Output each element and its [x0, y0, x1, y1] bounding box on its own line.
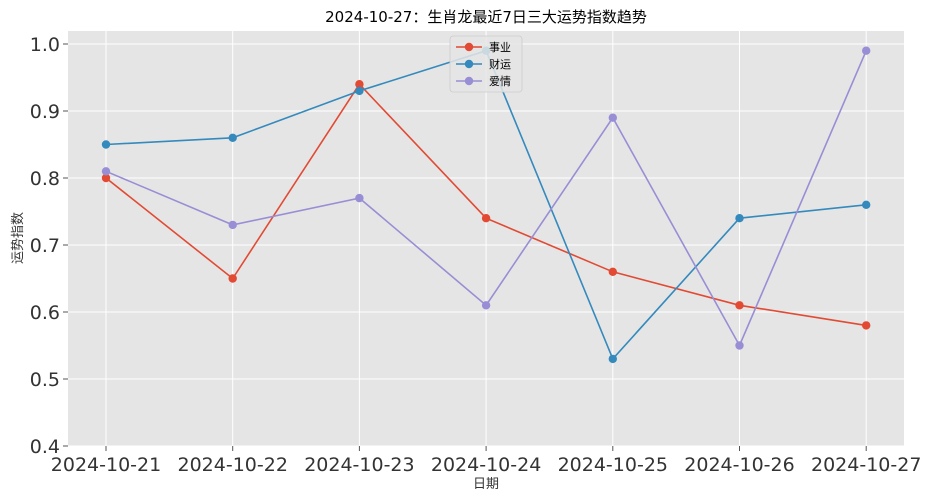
y-tick-label: 0.8: [30, 168, 60, 190]
data-point: [228, 133, 237, 142]
data-point: [735, 301, 744, 310]
legend-label: 爱情: [489, 75, 511, 88]
y-tick-label: 1.0: [30, 34, 60, 56]
y-tick-label: 0.5: [30, 369, 60, 391]
data-point: [735, 214, 744, 223]
legend-marker: [464, 42, 474, 52]
data-point: [608, 354, 617, 364]
x-tick-label: 2024-10-25: [558, 454, 668, 476]
ticks: 0.4 0.5 0.6 0.7 0.8 0.9 1.0 2024-10-21 2024-10-2…: [30, 34, 922, 476]
data-point: [608, 267, 617, 276]
series-爱情: [101, 46, 871, 350]
data-point: [355, 193, 364, 203]
y-tick-label: 0.6: [30, 302, 60, 324]
data-point: [735, 341, 744, 350]
data-point: [862, 46, 871, 55]
grid: [68, 31, 904, 447]
data-point: [481, 214, 491, 223]
legend-marker: [464, 76, 474, 86]
data-point: [355, 80, 364, 89]
y-tick-label: 0.4: [30, 436, 60, 458]
x-axis-label: 日期: [473, 477, 499, 492]
series-事业: [101, 80, 871, 330]
x-tick-label: 2024-10-26: [684, 454, 794, 476]
data-point: [355, 86, 364, 96]
legend-label: 财运: [489, 57, 511, 71]
chart-title: 2024-10-27：生肖龙最近7日三大运势指数趋势: [325, 8, 647, 26]
data-point: [862, 321, 871, 330]
data-point: [228, 274, 237, 283]
y-axis-label: 运势指数: [10, 212, 26, 264]
x-tick-label: 2024-10-22: [177, 454, 287, 476]
data-point: [101, 167, 111, 176]
data-point: [481, 301, 491, 310]
legend-label: 事业: [489, 41, 511, 54]
data-point: [608, 113, 617, 122]
x-tick-label: 2024-10-24: [431, 454, 541, 476]
x-tick-label: 2024-10-27: [811, 454, 921, 476]
data-point: [101, 173, 111, 183]
y-tick-label: 0.7: [30, 235, 60, 257]
x-tick-label: 2024-10-21: [51, 454, 161, 476]
legend-marker: [464, 59, 474, 69]
data-point: [101, 140, 111, 149]
y-tick-label: 0.9: [30, 101, 60, 123]
data-point: [228, 220, 237, 230]
data-point: [862, 200, 871, 209]
x-tick-label: 2024-10-23: [304, 454, 414, 476]
